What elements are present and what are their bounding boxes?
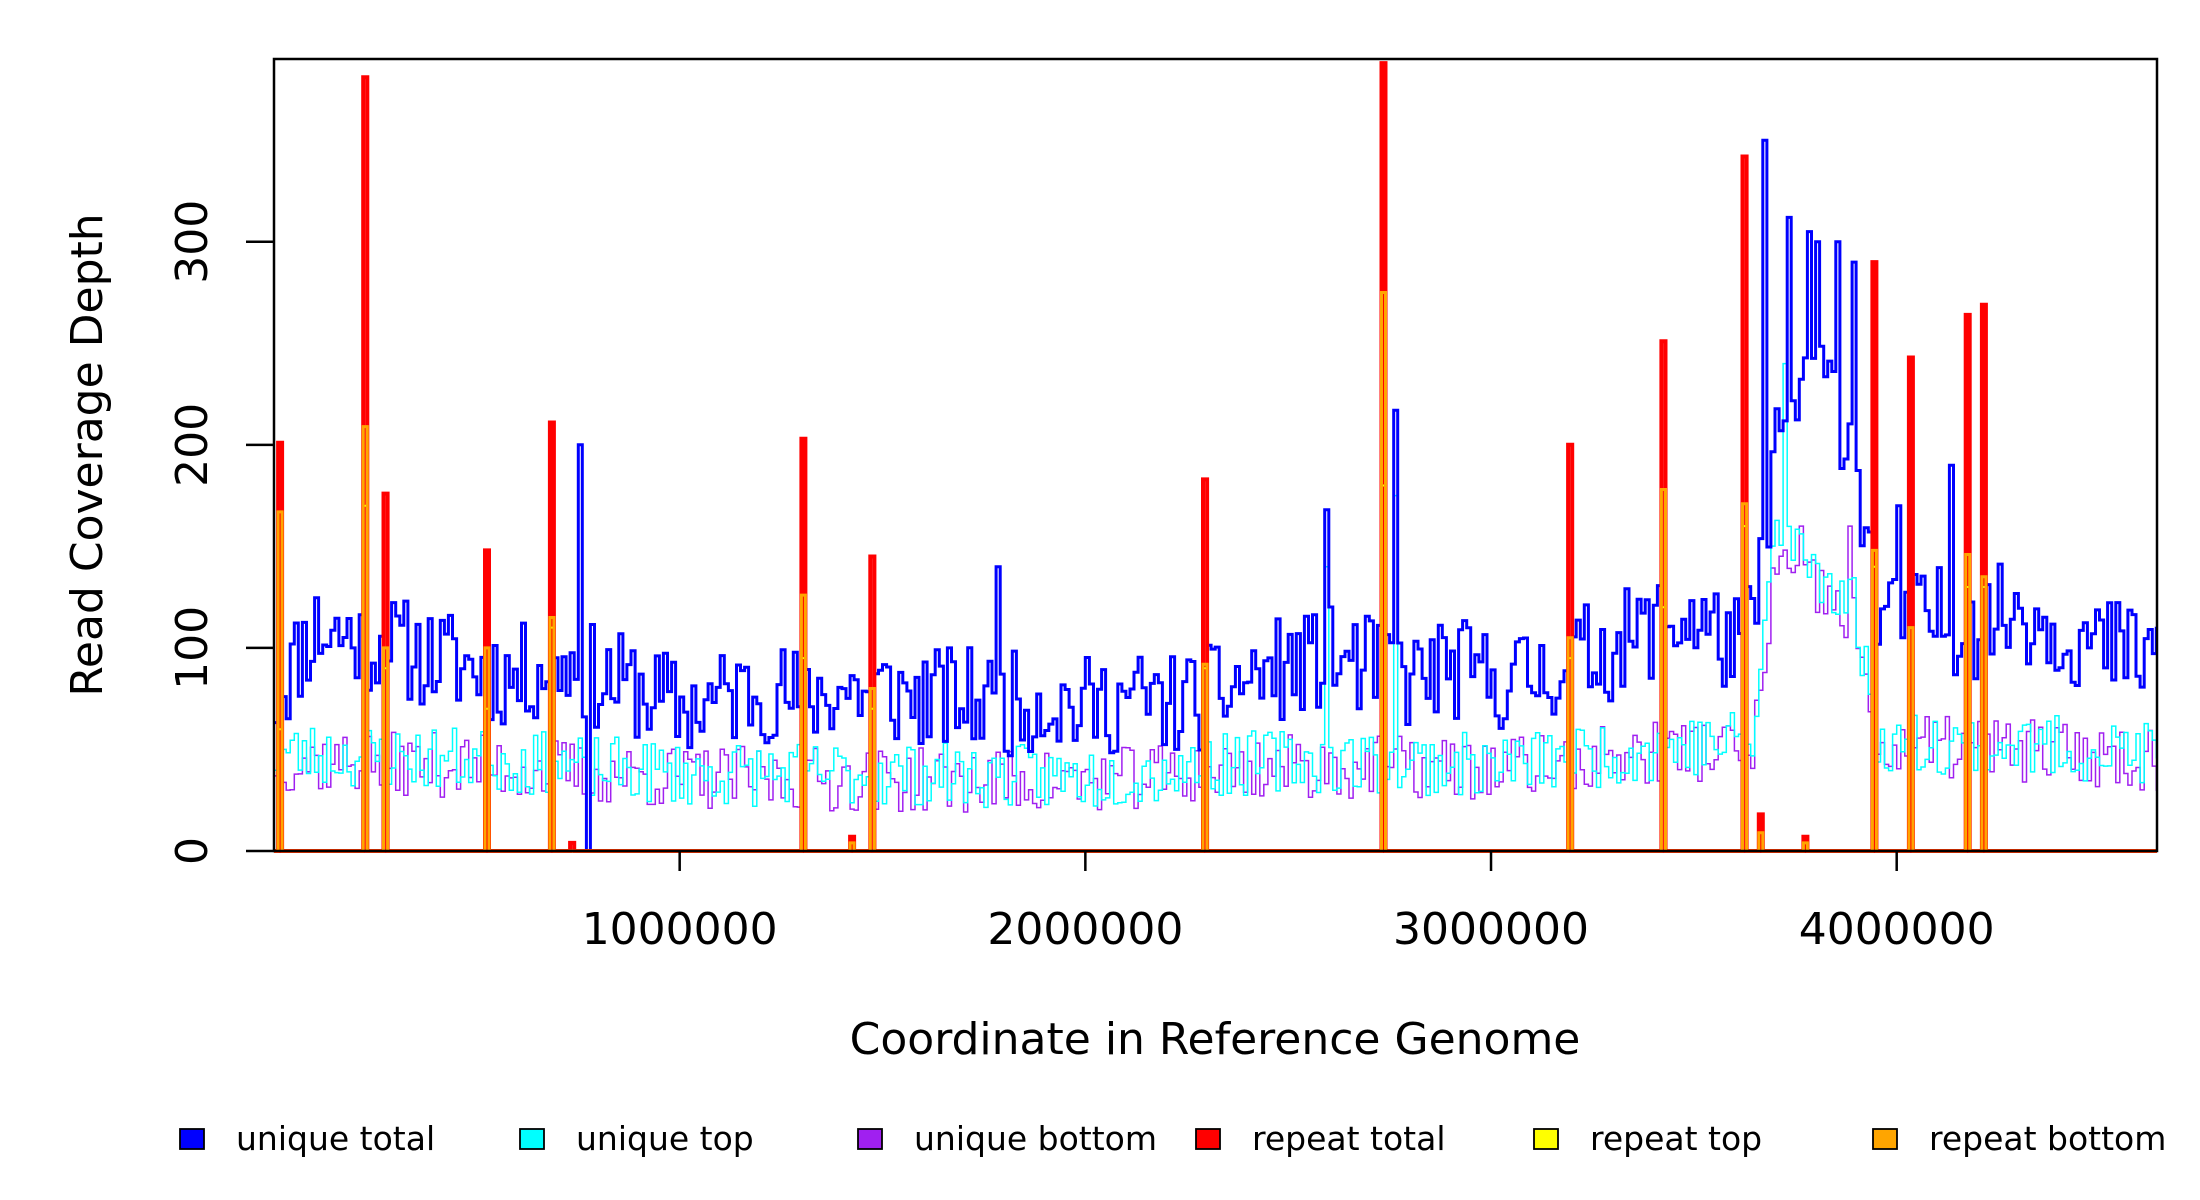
plot-frame — [272, 57, 2159, 853]
x-tick-label: 2000000 — [987, 904, 1183, 955]
legend-item-unique-total: unique total — [179, 1119, 435, 1158]
legend-item-repeat-total: repeat total — [1195, 1119, 1446, 1158]
legend-item-repeat-bottom: repeat bottom — [1872, 1119, 2166, 1158]
legend-swatch — [179, 1128, 205, 1150]
series-repeat-total — [274, 61, 2157, 853]
legend-label: unique bottom — [914, 1119, 1157, 1158]
legend-label: unique total — [236, 1119, 435, 1158]
legend-swatch — [857, 1128, 883, 1150]
legend-item-repeat-top: repeat top — [1533, 1119, 1762, 1158]
legend-label: unique top — [576, 1119, 754, 1158]
series-line-repeat-total — [274, 61, 2157, 853]
legend-item-unique-top: unique top — [519, 1119, 754, 1158]
legend: unique total unique top unique bottom repea… — [179, 1119, 2166, 1158]
legend-label: repeat total — [1252, 1119, 1446, 1158]
x-tick-label: 4000000 — [1799, 904, 1995, 955]
y-tick-label: 200 — [167, 403, 218, 487]
legend-swatch — [1533, 1128, 1559, 1150]
series-layer — [274, 61, 2158, 853]
y-tick-label: 100 — [167, 606, 218, 690]
legend-swatch — [519, 1128, 545, 1150]
axes-layer: 1000000 2000000 3000000 4000000 0 100 200 300 — [167, 200, 1995, 955]
y-tick-label: 0 — [167, 837, 218, 865]
legend-swatch — [1195, 1128, 1221, 1150]
legend-swatch — [1872, 1128, 1898, 1150]
legend-item-unique-bottom: unique bottom — [857, 1119, 1157, 1158]
legend-label: repeat top — [1590, 1119, 1762, 1158]
y-tick-label: 300 — [167, 200, 218, 284]
x-axis-title: Coordinate in Reference Genome — [850, 1014, 1581, 1065]
legend-label: repeat bottom — [1929, 1119, 2166, 1158]
x-tick-label: 1000000 — [582, 904, 778, 955]
y-axis-title: Read Coverage Depth — [62, 213, 113, 696]
x-tick-label: 3000000 — [1393, 904, 1589, 955]
